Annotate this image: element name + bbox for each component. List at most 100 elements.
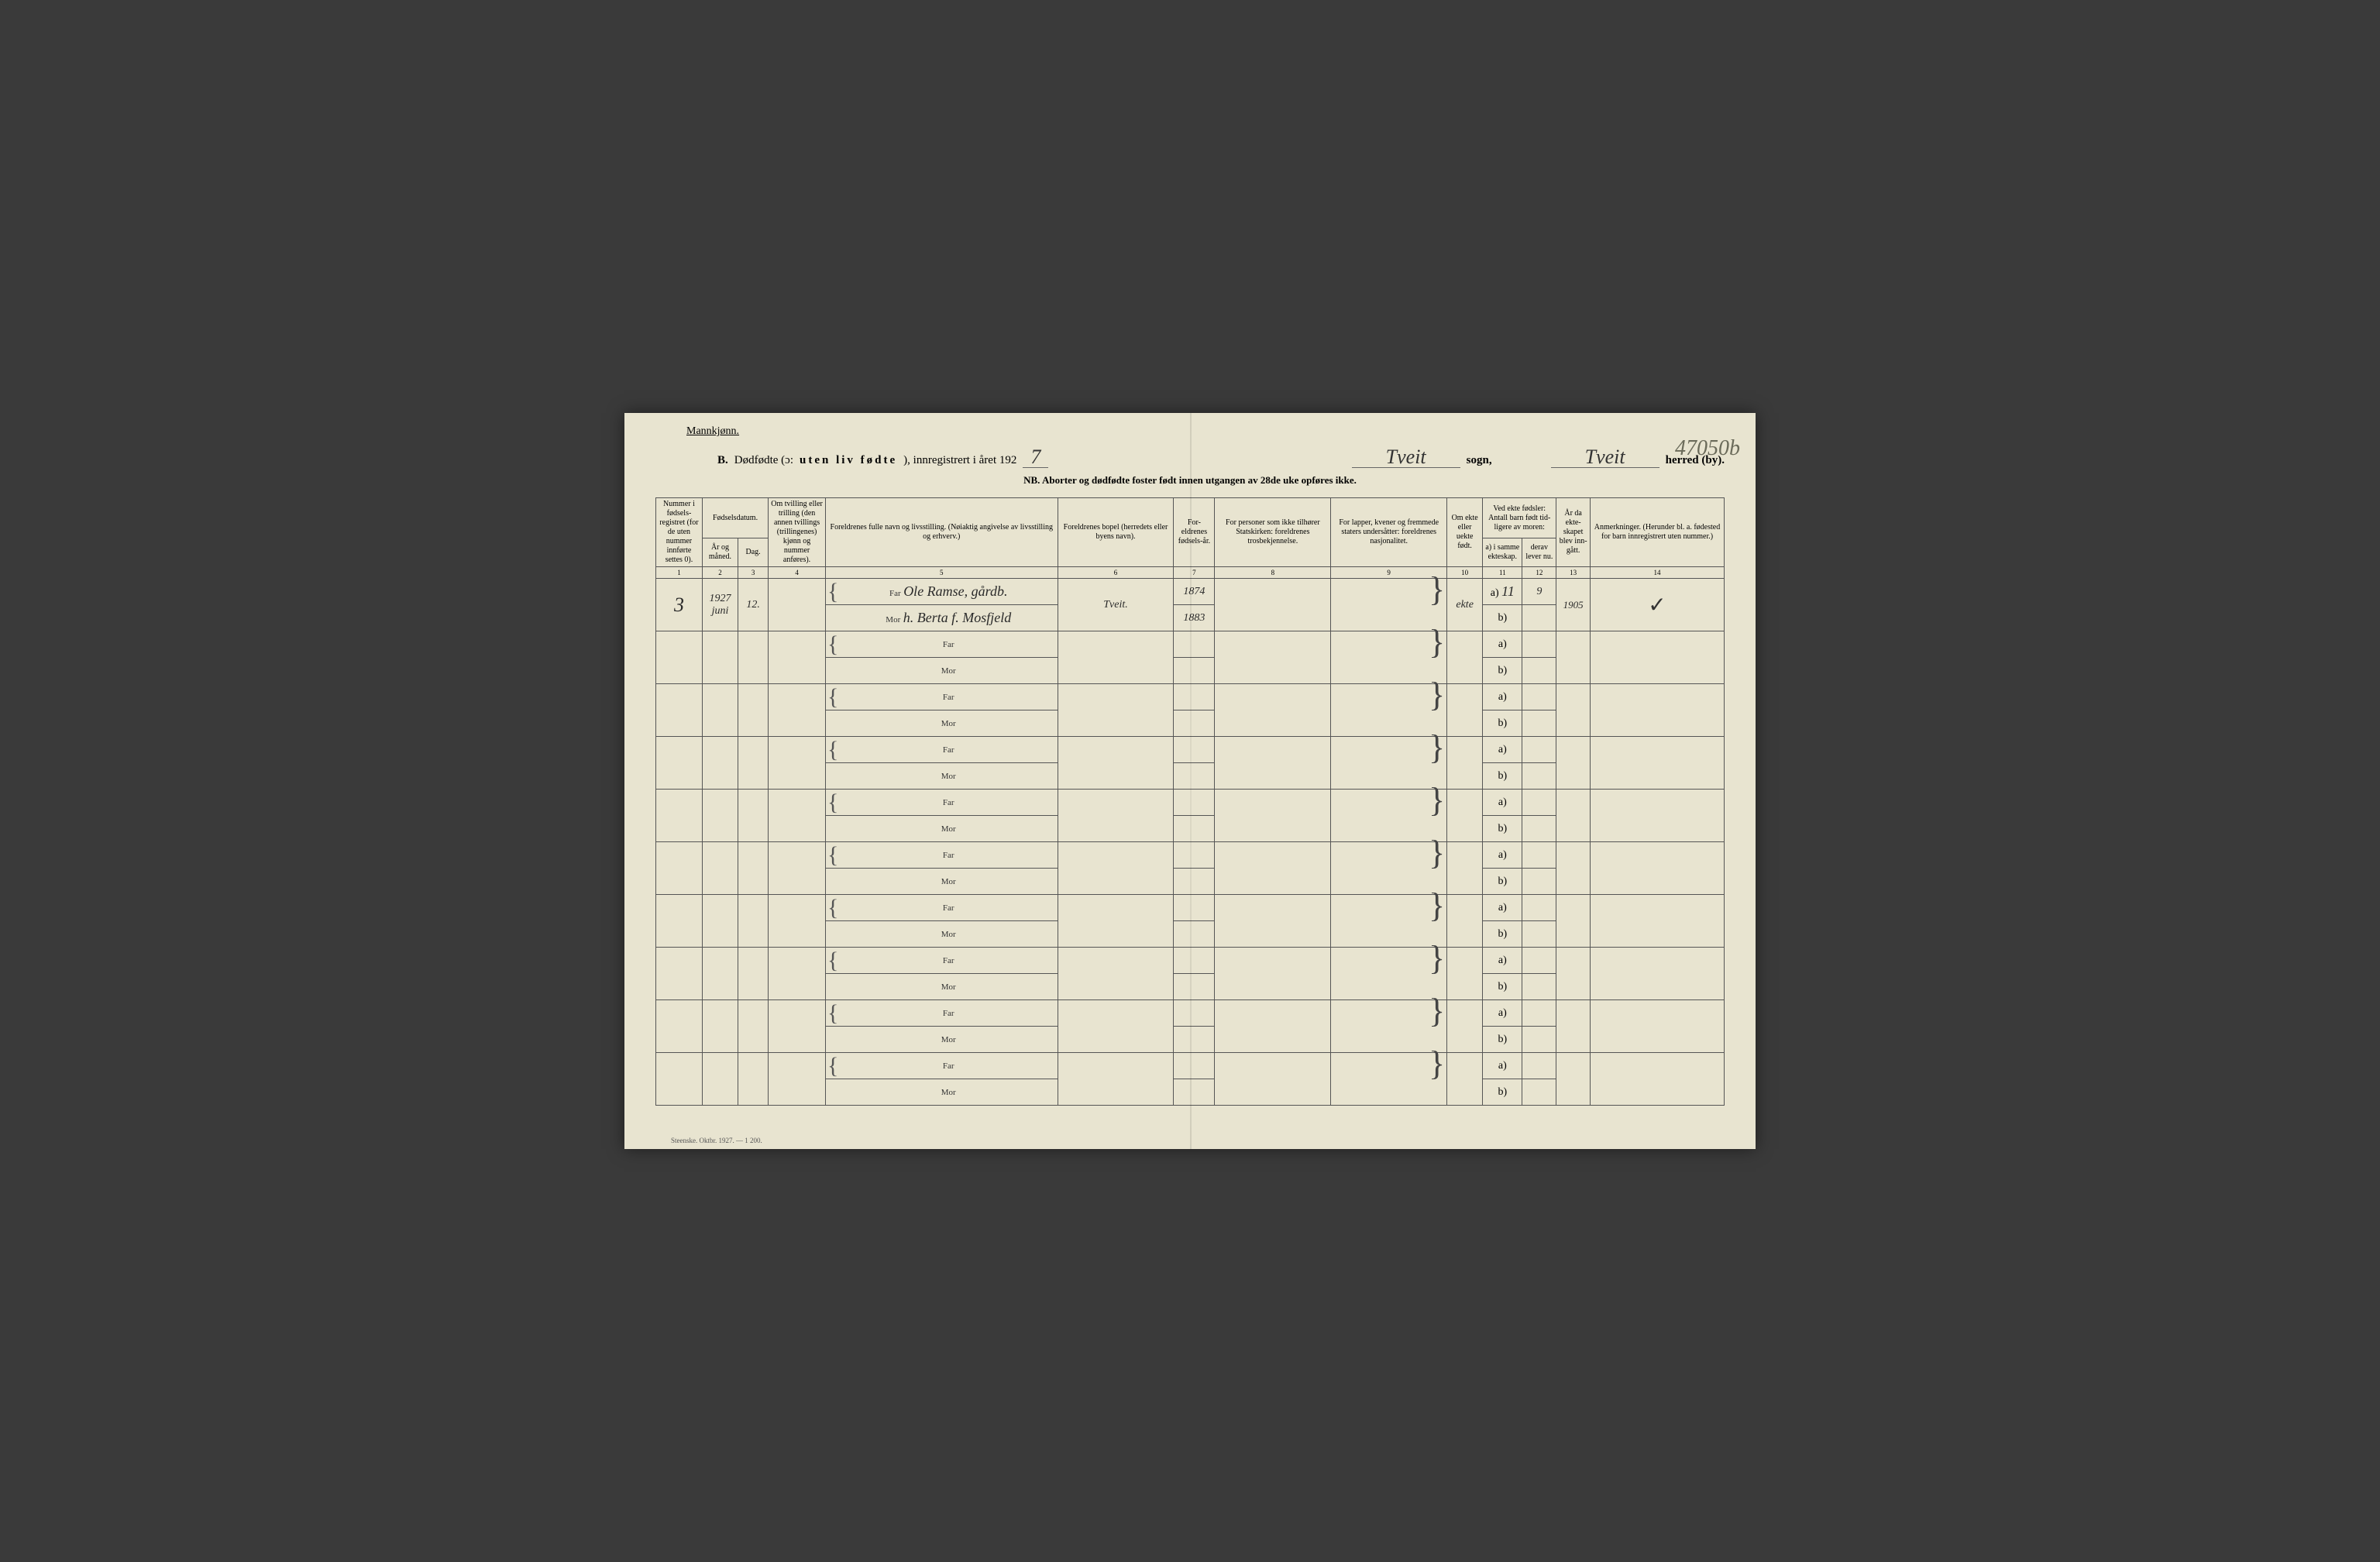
row-brace-icon: } — [1429, 628, 1445, 655]
mor-label: Mor — [941, 982, 956, 992]
row-brace-icon: } — [1429, 997, 1445, 1024]
col-13-header: År da ekte-skapet blev inn-gått. — [1556, 498, 1591, 567]
row-brace-icon: } — [1429, 681, 1445, 708]
entry-row-empty: { Far } a) — [656, 631, 1725, 658]
colnum-6: 6 — [1058, 567, 1174, 579]
entry-row-empty: {Far } a) — [656, 948, 1725, 974]
b-label: b) — [1498, 1034, 1507, 1045]
col-5-header: Foreldrenes fulle navn og livsstilling. … — [825, 498, 1058, 567]
far-label: Far — [943, 1061, 954, 1071]
a-label: a) — [1498, 1007, 1507, 1019]
b-lever — [1522, 605, 1556, 631]
entry-row-empty: { Far } a) — [656, 1000, 1725, 1027]
mor-cell: Mor h. Berta f. Mosfjeld — [825, 605, 1058, 631]
brace-icon: { — [827, 631, 838, 658]
col-12a-header: derav lever nu. — [1522, 538, 1556, 567]
mor-label: Mor — [941, 930, 956, 939]
b-label: b) — [1498, 823, 1507, 834]
brace-icon: { — [827, 790, 838, 816]
colnum-5: 5 — [825, 567, 1058, 579]
brace-icon: { — [827, 684, 838, 710]
col-7-header: For-eldrenes fødsels-år. — [1174, 498, 1215, 567]
row-brace-icon: } — [1429, 734, 1445, 761]
a-label: a) — [1498, 744, 1507, 755]
a-label: a) — [1498, 902, 1507, 913]
colnum-13: 13 — [1556, 567, 1591, 579]
b-label: b) — [1498, 612, 1507, 624]
brace-icon: { — [827, 1053, 838, 1079]
printer-footer: Steenske. Oktbr. 1927. — 1 200. — [671, 1137, 762, 1144]
a-label: a) — [1498, 691, 1507, 703]
col-4-header: Om tvilling eller trilling (den annen tv… — [769, 498, 826, 567]
brace-icon: { — [827, 948, 838, 974]
entry-year-month: 1927 juni — [702, 579, 738, 631]
col-11-top: Ved ekte fødsler: Antall barn født tid-l… — [1483, 498, 1556, 538]
title-after: ), innregistrert i året 192 — [903, 454, 1016, 467]
note-line: NB. Aborter og dødfødte foster født inne… — [655, 474, 1725, 487]
mor-label: Mor — [941, 719, 956, 728]
archive-id: 47050b — [1675, 436, 1740, 461]
far-label: Far — [943, 640, 954, 649]
far-label: Far — [943, 798, 954, 807]
document-page: Mannkjønn. 47050b B. Dødfødte (ɔ: uten l… — [624, 413, 1756, 1149]
mor-label: Mor — [941, 1035, 956, 1044]
row-brace-icon: } — [1429, 892, 1445, 919]
table-header: Nummer i fødsels-registret (for de uten … — [656, 498, 1725, 579]
brace-icon: { — [827, 1000, 838, 1027]
brace-icon: { — [827, 842, 838, 869]
col-2b-header: Dag. — [738, 538, 769, 567]
col-2a-header: År og måned. — [702, 538, 738, 567]
colnum-3: 3 — [738, 567, 769, 579]
mor-label: Mor — [941, 666, 956, 676]
entry-row-empty: { Far } a) — [656, 842, 1725, 869]
colnum-12: 12 — [1522, 567, 1556, 579]
b-cell: b) — [1483, 605, 1522, 631]
b-label: b) — [1498, 1086, 1507, 1098]
column-numbers-row: 1 2 3 4 5 6 7 8 9 10 11 12 13 14 — [656, 567, 1725, 579]
far-label: Far — [943, 956, 954, 965]
mor-birth-year: 1883 — [1174, 605, 1215, 631]
mor-label: Mor — [941, 1088, 956, 1097]
colnum-2: 2 — [702, 567, 738, 579]
a-label: a) — [1498, 638, 1507, 650]
col-10-header: Om ekte eller uekte født. — [1447, 498, 1483, 567]
entry-number: 3 — [656, 579, 703, 631]
row-brace-icon: } — [1429, 786, 1445, 814]
colnum-1: 1 — [656, 567, 703, 579]
colnum-10: 10 — [1447, 567, 1483, 579]
far-label: Far — [943, 745, 954, 755]
row-brace-icon: } — [1429, 839, 1445, 866]
herred-value: Tveit — [1551, 447, 1659, 468]
entry-day: 12. — [738, 579, 769, 631]
colnum-14: 14 — [1591, 567, 1725, 579]
a-value: 11 — [1501, 583, 1515, 599]
colnum-4: 4 — [769, 567, 826, 579]
mor-label: Mor — [886, 615, 900, 624]
b-label: b) — [1498, 665, 1507, 676]
entry-row-empty: { Far } a) — [656, 684, 1725, 710]
far-cell: { Far Ole Ramse, gårdb. — [825, 579, 1058, 605]
form-title-line: B. Dødfødte (ɔ: uten liv fødte ), innreg… — [655, 447, 1725, 468]
far-label: Far — [943, 1009, 954, 1018]
a-label: a) — [1498, 849, 1507, 861]
col-8-header: For personer som ikke tilhører Statskirk… — [1215, 498, 1331, 567]
colnum-8: 8 — [1215, 567, 1331, 579]
mor-name: h. Berta f. Mosfjeld — [903, 610, 1011, 625]
a-lever: 9 — [1522, 579, 1556, 605]
colnum-11: 11 — [1483, 567, 1522, 579]
year-digit: 7 — [1023, 447, 1048, 468]
marriage-year: 1905 — [1556, 579, 1591, 631]
title-before: Dødfødte (ɔ: — [734, 454, 793, 467]
a-label: a) — [1498, 796, 1507, 808]
entry-bopel: Tveit. — [1058, 579, 1174, 631]
entry-religion — [1215, 579, 1331, 631]
far-label: Far — [943, 851, 954, 860]
far-label: Far — [889, 589, 901, 598]
col-6-header: Foreldrenes bopel (herredets eller byens… — [1058, 498, 1174, 567]
entry-row-1-far: 3 1927 juni 12. { Far Ole Ramse, gårdb. … — [656, 579, 1725, 605]
b-label: b) — [1498, 928, 1507, 940]
entry-ekte: ekte — [1447, 579, 1483, 631]
col-14-header: Anmerkninger. (Herunder bl. a. fødested … — [1591, 498, 1725, 567]
mor-label: Mor — [941, 824, 956, 834]
far-label: Far — [943, 693, 954, 702]
